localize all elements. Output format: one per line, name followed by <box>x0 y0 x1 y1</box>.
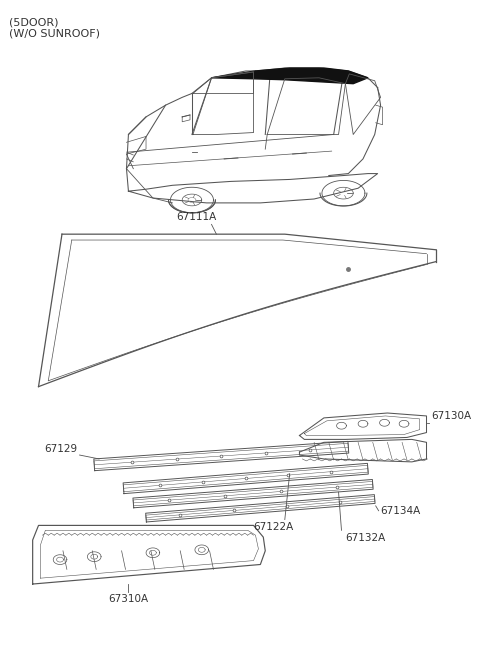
Text: 67129: 67129 <box>45 444 78 454</box>
Text: (5DOOR): (5DOOR) <box>9 17 59 28</box>
Polygon shape <box>212 68 368 84</box>
Text: 67134A: 67134A <box>381 506 421 515</box>
Text: 67310A: 67310A <box>108 594 148 604</box>
Text: 67130A: 67130A <box>432 411 471 421</box>
Text: 67122A: 67122A <box>253 523 293 533</box>
Text: 67132A: 67132A <box>346 533 385 543</box>
Text: (W/O SUNROOF): (W/O SUNROOF) <box>9 29 100 39</box>
Text: 67111A: 67111A <box>177 212 217 223</box>
